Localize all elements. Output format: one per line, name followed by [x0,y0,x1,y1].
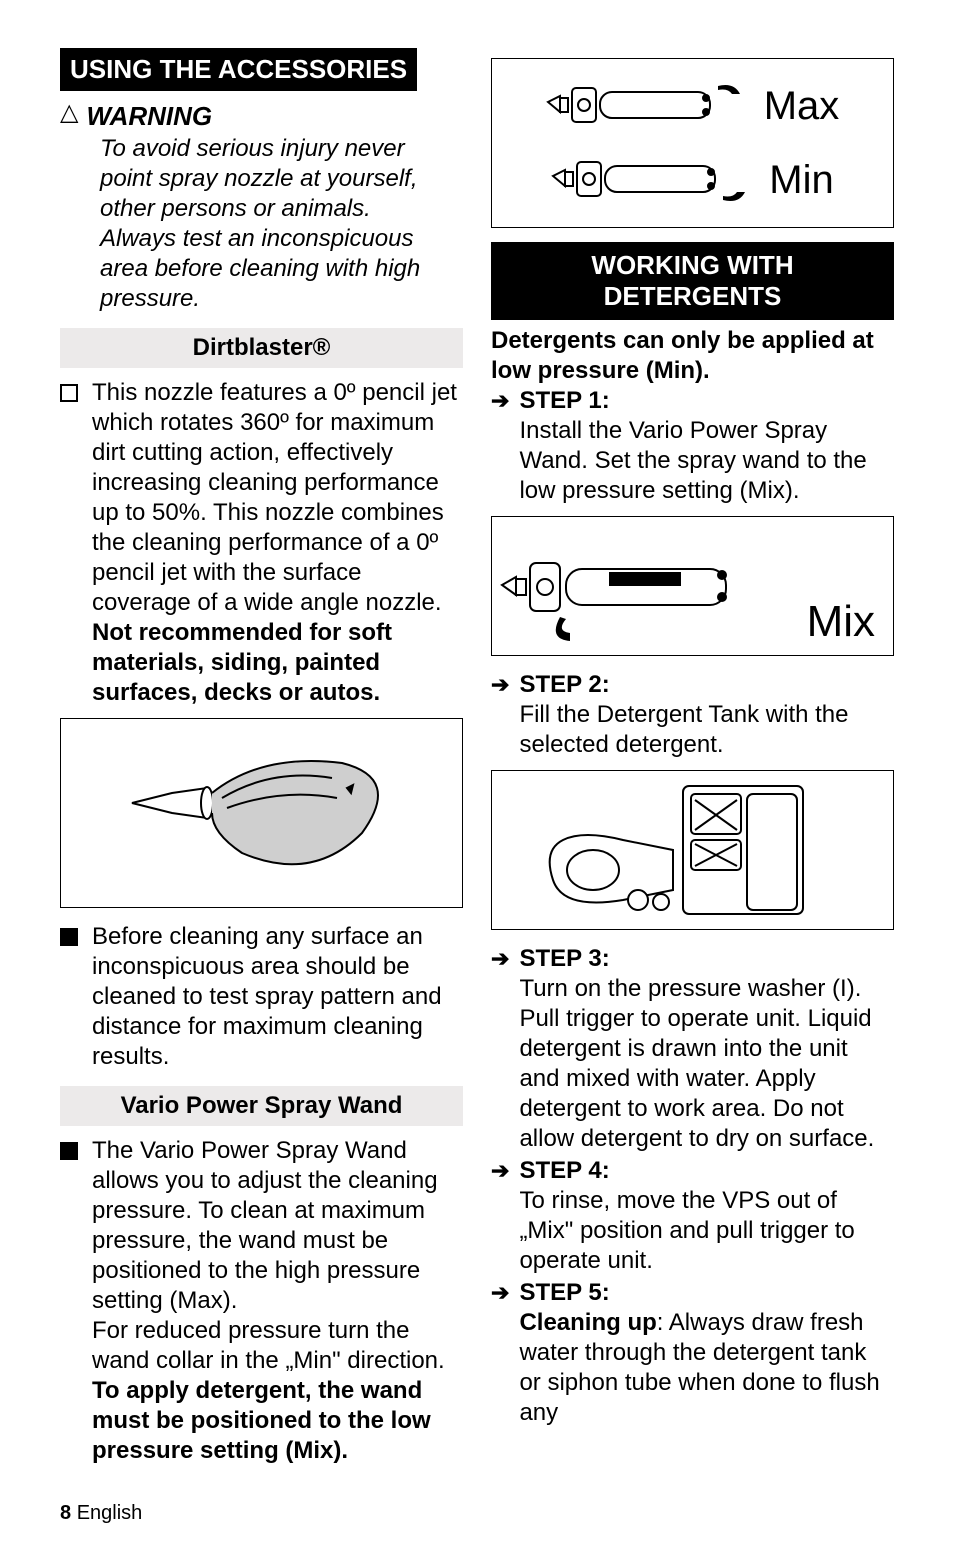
arrow-rotate-icon [556,617,570,641]
step-4-title: STEP 4: [519,1157,609,1184]
arrow-right-icon: ➔ [491,946,509,972]
warning-triangle-icon: △ [60,101,78,125]
dirtblaster-subheader: Dirtblaster® [60,328,463,368]
dirtblaster-item-1: This nozzle features a 0º pencil jet whi… [60,378,463,708]
nozzle-spray-icon [112,733,412,893]
left-column: USING THE ACCESSORIES △ WARNING To avoid… [60,48,463,1476]
step-3: ➔ STEP 3: Turn on the pressure washer (I… [491,944,894,1154]
vario-item-1-bold: To apply detergent, the wand must be pos… [92,1377,431,1464]
step-2-body: Fill the Detergent Tank with the selecte… [519,701,848,758]
step-1-title: STEP 1: [519,387,609,414]
max-label: Max [764,84,840,129]
two-column-layout: USING THE ACCESSORIES △ WARNING To avoid… [60,48,894,1476]
detergents-header: WORKING WITH DETERGENTS [491,242,894,320]
page-footer: 8 English [60,1502,894,1525]
mix-illustration: Mix [491,516,894,656]
vario-subheader: Vario Power Spray Wand [60,1086,463,1126]
min-row: Min [551,152,833,208]
arrow-down-icon [723,192,745,201]
accessories-header: USING THE ACCESSORIES [60,48,417,91]
arrow-right-icon: ➔ [491,672,509,698]
vario-item-1b: For reduced pressure turn the wand colla… [92,1317,445,1374]
detergent-tank-icon [533,780,853,920]
page-language: English [77,1502,143,1524]
step-list-2: ➔ STEP 2: Fill the Detergent Tank with t… [491,670,894,760]
step-list: ➔ STEP 1: Install the Vario Power Spray … [491,386,894,506]
arrow-right-icon: ➔ [491,1158,509,1184]
dirtblaster-item-2-text: Before cleaning any surface an inconspic… [92,922,463,1072]
step-5: ➔ STEP 5: Cleaning up: Always draw fresh… [491,1278,894,1428]
wand-min-icon [551,152,751,208]
arrow-right-icon: ➔ [491,388,509,414]
step-list-3: ➔ STEP 3: Turn on the pressure washer (I… [491,944,894,1428]
manual-page: USING THE ACCESSORIES △ WARNING To avoid… [0,0,954,1555]
warning-block: △ WARNING [60,101,463,132]
step-3-body: Turn on the pressure washer (I). Pull tr… [519,975,874,1152]
vario-item-1a: The Vario Power Spray Wand allows you to… [92,1137,438,1314]
mix-label: Mix [807,597,875,647]
step-4-body: To rinse, move the VPS out of „Mix" posi… [519,1187,854,1274]
warning-body: To avoid serious injury never point spra… [100,134,463,314]
step-1-body: Install the Vario Power Spray Wand. Set … [519,417,866,504]
dirtblaster-item-2: Before cleaning any surface an inconspic… [60,922,463,1072]
warning-title: WARNING [86,101,212,132]
dirtblaster-list-2: Before cleaning any surface an inconspic… [60,922,463,1072]
step-4: ➔ STEP 4: To rinse, move the VPS out of … [491,1156,894,1276]
wand-mix-icon [500,547,750,647]
step-1: ➔ STEP 1: Install the Vario Power Spray … [491,386,894,506]
vario-item-1: The Vario Power Spray Wand allows you to… [60,1136,463,1466]
page-number: 8 [60,1502,71,1524]
right-column: Max Mi [491,48,894,1476]
arrow-up-icon [718,85,740,94]
step-5-title: STEP 5: [519,1279,609,1306]
max-min-illustration: Max Mi [491,58,894,228]
dirtblaster-illustration [60,718,463,908]
dirtblaster-item-1-bold: Not recommended for soft materials, sidi… [92,619,392,706]
detergents-intro: Detergents can only be applied at low pr… [491,326,894,386]
dirtblaster-list: This nozzle features a 0º pencil jet whi… [60,378,463,708]
vario-list: The Vario Power Spray Wand allows you to… [60,1136,463,1466]
step-2: ➔ STEP 2: Fill the Detergent Tank with t… [491,670,894,760]
wand-max-icon [546,78,746,134]
step-2-title: STEP 2: [519,671,609,698]
step-5-body-bold: Cleaning up [519,1309,656,1336]
arrow-right-icon: ➔ [491,1280,509,1306]
max-row: Max [546,78,840,134]
min-label: Min [769,158,833,203]
step-3-title: STEP 3: [519,945,609,972]
tank-illustration [491,770,894,930]
dirtblaster-item-1-text: This nozzle features a 0º pencil jet whi… [92,379,457,616]
